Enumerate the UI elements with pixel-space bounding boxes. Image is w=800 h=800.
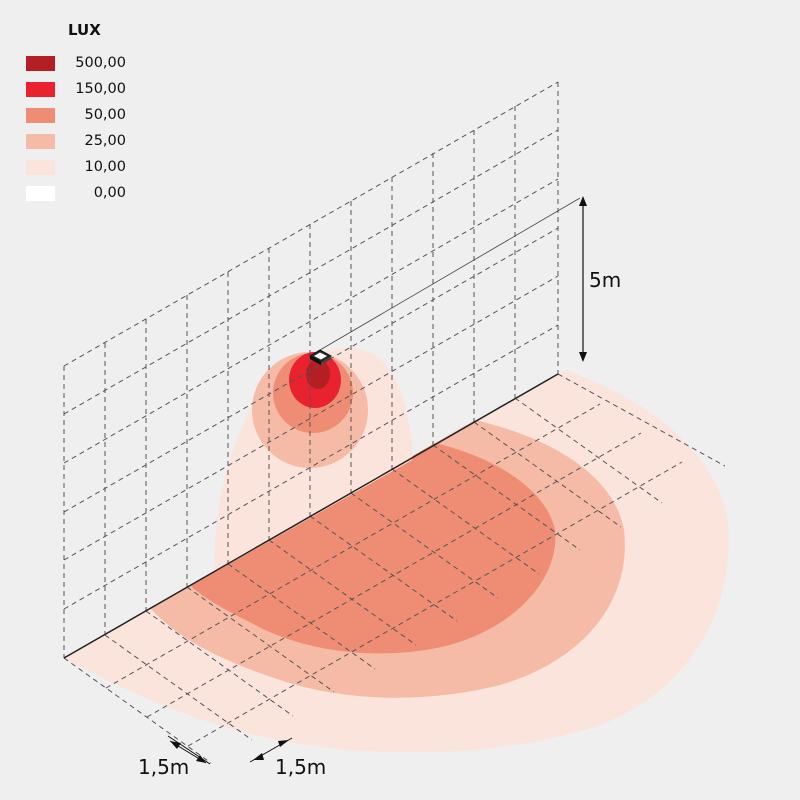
legend-item: 0,00 bbox=[26, 180, 126, 206]
legend-value: 150,00 bbox=[75, 81, 126, 97]
legend-value: 25,00 bbox=[84, 133, 126, 149]
legend-swatch bbox=[26, 133, 55, 149]
floor-grid bbox=[63, 373, 726, 764]
legend-value: 0,00 bbox=[93, 185, 126, 201]
wall-zone-500-lux bbox=[306, 359, 330, 389]
legend-swatch bbox=[26, 159, 55, 175]
legend-value: 500,00 bbox=[75, 55, 126, 71]
grid-dimensions bbox=[167, 735, 293, 765]
grid-y-label: 1,5m bbox=[275, 755, 326, 779]
height-dimension bbox=[579, 196, 587, 362]
light-fixture-icon bbox=[308, 349, 333, 365]
legend-item: 150,00 bbox=[26, 76, 126, 102]
floor-zone-50-lux bbox=[190, 443, 556, 654]
legend-value: 50,00 bbox=[84, 107, 126, 123]
legend-title: LUX bbox=[68, 21, 101, 39]
legend-swatch bbox=[26, 55, 55, 71]
legend-swatch bbox=[26, 185, 55, 201]
wall-zones bbox=[214, 347, 413, 572]
lux-legend: LUX 500,00 150,00 50,00 25,00 10,00 0,00 bbox=[26, 20, 126, 206]
legend-swatch bbox=[26, 81, 55, 97]
legend-swatch bbox=[26, 107, 55, 123]
legend-item: 25,00 bbox=[26, 128, 126, 154]
legend-item: 500,00 bbox=[26, 50, 126, 76]
legend-item: 10,00 bbox=[26, 154, 126, 180]
grid-x-label: 1,5m bbox=[138, 755, 189, 779]
legend-value: 10,00 bbox=[84, 159, 126, 175]
wall-floor-edge bbox=[63, 373, 559, 659]
height-label: 5m bbox=[589, 268, 621, 292]
legend-item: 50,00 bbox=[26, 102, 126, 128]
floor-zones bbox=[64, 370, 729, 753]
fixture-height-line bbox=[319, 197, 581, 351]
wall-grid bbox=[63, 81, 559, 658]
